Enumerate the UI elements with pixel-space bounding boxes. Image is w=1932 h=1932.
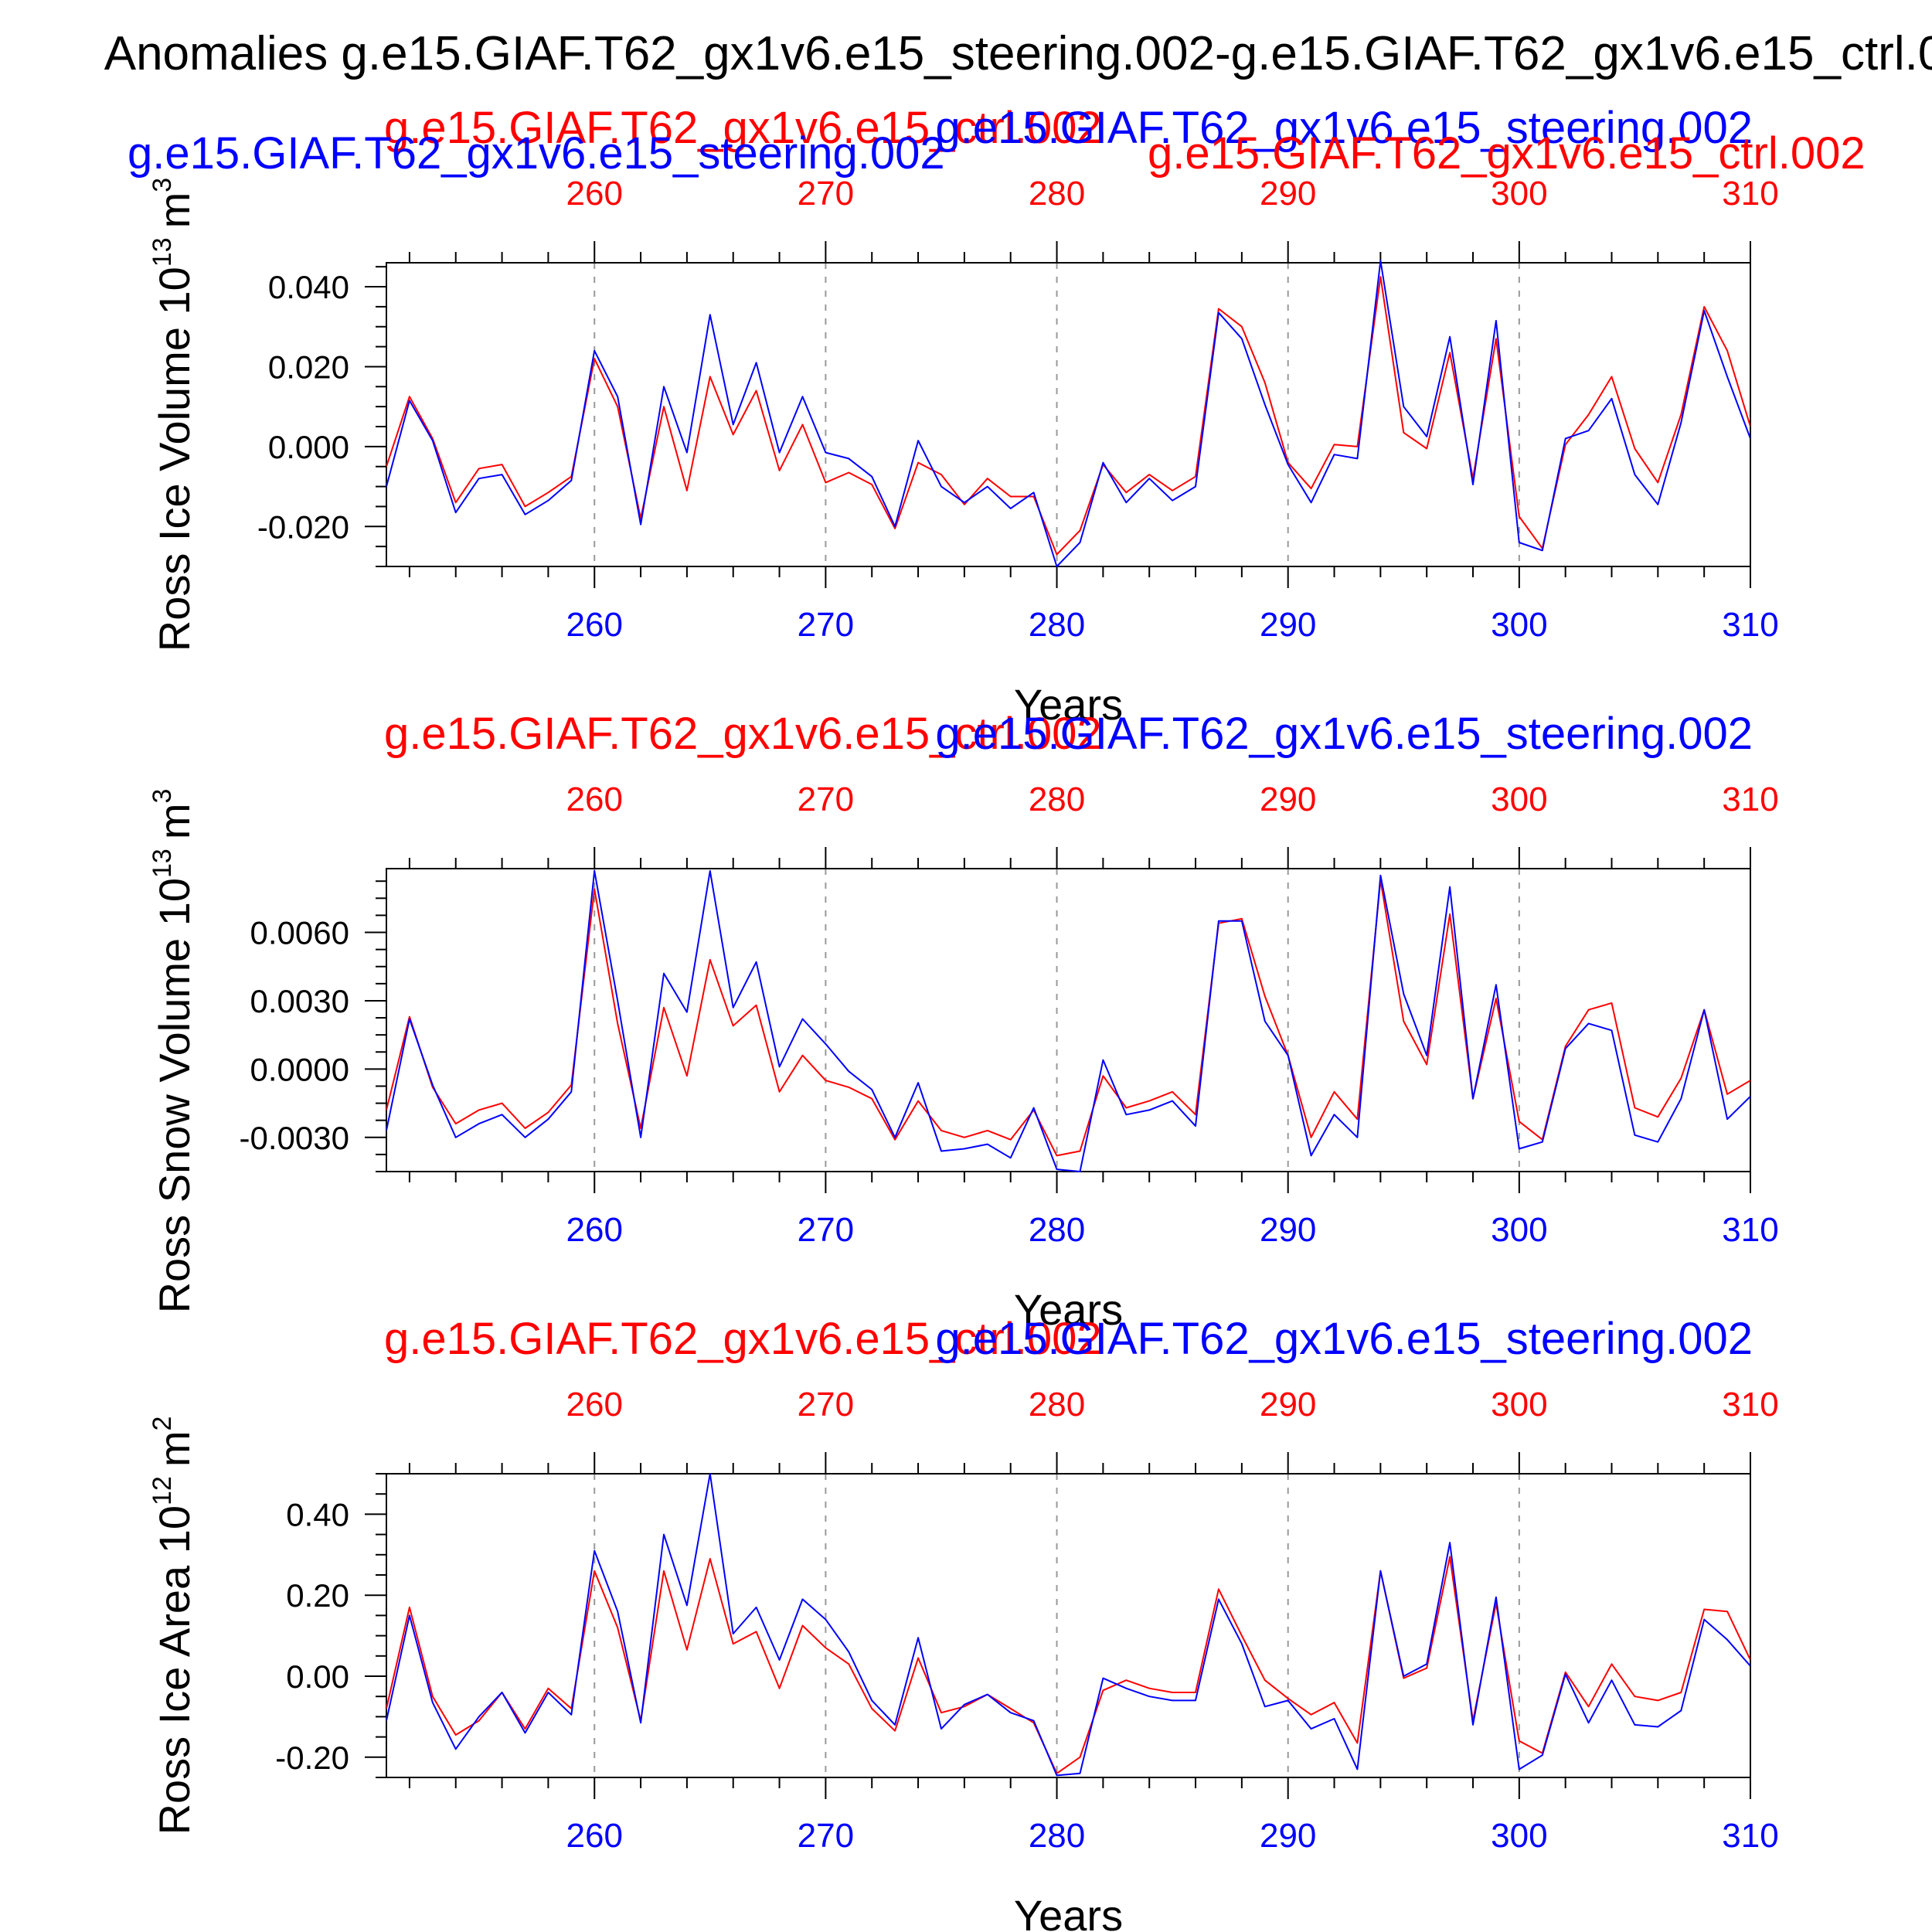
x-tick-label-bottom: 280 <box>1029 606 1085 644</box>
x-tick-label-top: 300 <box>1491 781 1547 818</box>
extra-label-right: g.e15.GIAF.T62_gx1v6.e15_ctrl.002 <box>1148 128 1866 179</box>
y-axis-label: Ross Ice Area 1012 m2 <box>148 1417 199 1835</box>
x-axis-label: Years <box>1014 1891 1123 1932</box>
x-tick-label-bottom: 280 <box>1029 1817 1085 1855</box>
y-axis-label-unit: m <box>150 192 199 229</box>
x-tick-label-top: 270 <box>798 1386 854 1423</box>
figure-title: Anomalies g.e15.GIAF.T62_gx1v6.e15_steer… <box>104 27 1932 80</box>
y-tick-label: 0.0030 <box>250 983 349 1019</box>
series-line-ctrl <box>386 276 1750 556</box>
x-axis-label: Years <box>1014 680 1123 729</box>
series-line-ctrl <box>386 1556 1750 1774</box>
y-tick-label: 0.40 <box>286 1496 349 1532</box>
y-axis-label-exponent: 13 <box>148 849 177 878</box>
x-tick-label-bottom: 300 <box>1491 1211 1547 1249</box>
series-line-steering <box>386 1473 1750 1777</box>
x-tick-label-bottom: 310 <box>1722 1211 1778 1249</box>
chart-panel-2: -0.0030 0.0000 0.0030 0.0060 260 260 270 270 280… <box>148 709 1779 1334</box>
y-tick-label: -0.020 <box>257 509 349 545</box>
x-tick-label-top: 310 <box>1722 781 1778 818</box>
series-line-steering <box>386 869 1750 1172</box>
x-tick-label-bottom: 300 <box>1491 606 1547 644</box>
y-tick-label: -0.20 <box>275 1740 349 1776</box>
plot-frame <box>386 868 1751 1172</box>
series-group <box>386 869 1750 1172</box>
y-axis-label-unit-exponent: 3 <box>148 178 177 192</box>
x-tick-label-top: 300 <box>1491 175 1547 213</box>
panels: -0.020 0.000 0.020 0.040 260 260 270 270 280 280 2… <box>128 103 1866 1932</box>
y-axis-label-unit: m <box>150 1430 199 1467</box>
y-tick-label: 0.000 <box>268 429 349 465</box>
y-axis-label-exponent: 13 <box>148 237 177 267</box>
x-tick-label-top: 290 <box>1260 175 1316 213</box>
series-line-ctrl <box>386 879 1750 1157</box>
x-tick-label-bottom: 270 <box>798 1211 854 1249</box>
series-line-steering <box>386 260 1750 567</box>
x-tick-label-top: 260 <box>566 175 623 213</box>
x-tick-label-bottom: 260 <box>566 1211 623 1249</box>
y-axis-label-text: Ross Snow Volume 10 <box>150 878 199 1313</box>
x-tick-label-top: 260 <box>566 1386 623 1423</box>
x-tick-label-top: 290 <box>1260 1386 1316 1423</box>
x-tick-label-bottom: 260 <box>566 1817 623 1855</box>
subtitle-right: g.e15.GIAF.T62_gx1v6.e15_steering.002 <box>935 709 1753 759</box>
x-tick-label-bottom: 310 <box>1722 606 1778 644</box>
x-tick-label-bottom: 290 <box>1260 1211 1316 1249</box>
y-axis-label: Ross Snow Volume 1013 m3 <box>148 789 199 1314</box>
plot-frame <box>386 262 1751 567</box>
series-group <box>386 260 1750 567</box>
y-axis-label-unit-exponent: 2 <box>148 1417 177 1431</box>
x-axis-label: Years <box>1014 1285 1123 1334</box>
chart-panel-1: -0.020 0.000 0.020 0.040 260 260 270 270 280 280 2… <box>128 103 1866 729</box>
x-tick-label-bottom: 260 <box>566 606 623 644</box>
x-tick-label-top: 280 <box>1029 175 1085 213</box>
y-axis-label-text: Ross Ice Volume 10 <box>150 267 199 651</box>
x-tick-label-top: 310 <box>1722 1386 1778 1423</box>
x-tick-label-top: 260 <box>566 781 623 818</box>
subtitle-right: g.e15.GIAF.T62_gx1v6.e15_steering.002 <box>935 1314 1753 1364</box>
y-tick-label: -0.0030 <box>240 1120 349 1156</box>
x-tick-label-top: 280 <box>1029 1386 1085 1423</box>
x-tick-label-top: 270 <box>798 175 854 213</box>
y-tick-label: 0.0000 <box>250 1051 349 1087</box>
y-tick-label: 0.00 <box>286 1658 349 1695</box>
x-tick-label-top: 270 <box>798 781 854 818</box>
y-axis-label-exponent: 12 <box>148 1476 177 1505</box>
x-tick-label-top: 310 <box>1722 175 1778 213</box>
y-axis-label: Ross Ice Volume 1013 m3 <box>148 178 199 651</box>
x-tick-label-bottom: 290 <box>1260 606 1316 644</box>
y-axis-label-unit: m <box>150 804 199 840</box>
plot-frame <box>386 1473 1751 1778</box>
chart-panel-3: -0.20 0.00 0.20 0.40 260 260 270 270 280 280 290 29… <box>148 1314 1779 1932</box>
x-tick-label-bottom: 290 <box>1260 1817 1316 1855</box>
subtitle-left: g.e15.GIAF.T62_gx1v6.e15_ctrl.002 <box>384 1314 1102 1364</box>
extra-label-left: g.e15.GIAF.T62_gx1v6.e15_steering.002 <box>128 128 945 179</box>
x-tick-label-top: 280 <box>1029 781 1085 818</box>
y-tick-label: 0.020 <box>268 349 349 385</box>
x-tick-label-bottom: 310 <box>1722 1817 1778 1855</box>
subtitle-left: g.e15.GIAF.T62_gx1v6.e15_ctrl.002 <box>384 103 1102 153</box>
subtitle-right: g.e15.GIAF.T62_gx1v6.e15_steering.002 <box>935 103 1753 153</box>
subtitle-left: g.e15.GIAF.T62_gx1v6.e15_ctrl.002 <box>384 709 1102 759</box>
x-tick-label-top: 290 <box>1260 781 1316 818</box>
y-tick-label: 0.0060 <box>250 915 349 951</box>
x-tick-label-bottom: 300 <box>1491 1817 1547 1855</box>
x-tick-label-bottom: 270 <box>798 1817 854 1855</box>
y-tick-label: 0.040 <box>268 269 349 305</box>
y-tick-label: 0.20 <box>286 1577 349 1614</box>
x-tick-label-top: 300 <box>1491 1386 1547 1423</box>
y-axis-label-text: Ross Ice Area 10 <box>150 1505 199 1835</box>
y-axis-label-unit-exponent: 3 <box>148 789 177 804</box>
x-tick-label-bottom: 280 <box>1029 1211 1085 1249</box>
x-tick-label-bottom: 270 <box>798 606 854 644</box>
series-group <box>386 1473 1750 1777</box>
